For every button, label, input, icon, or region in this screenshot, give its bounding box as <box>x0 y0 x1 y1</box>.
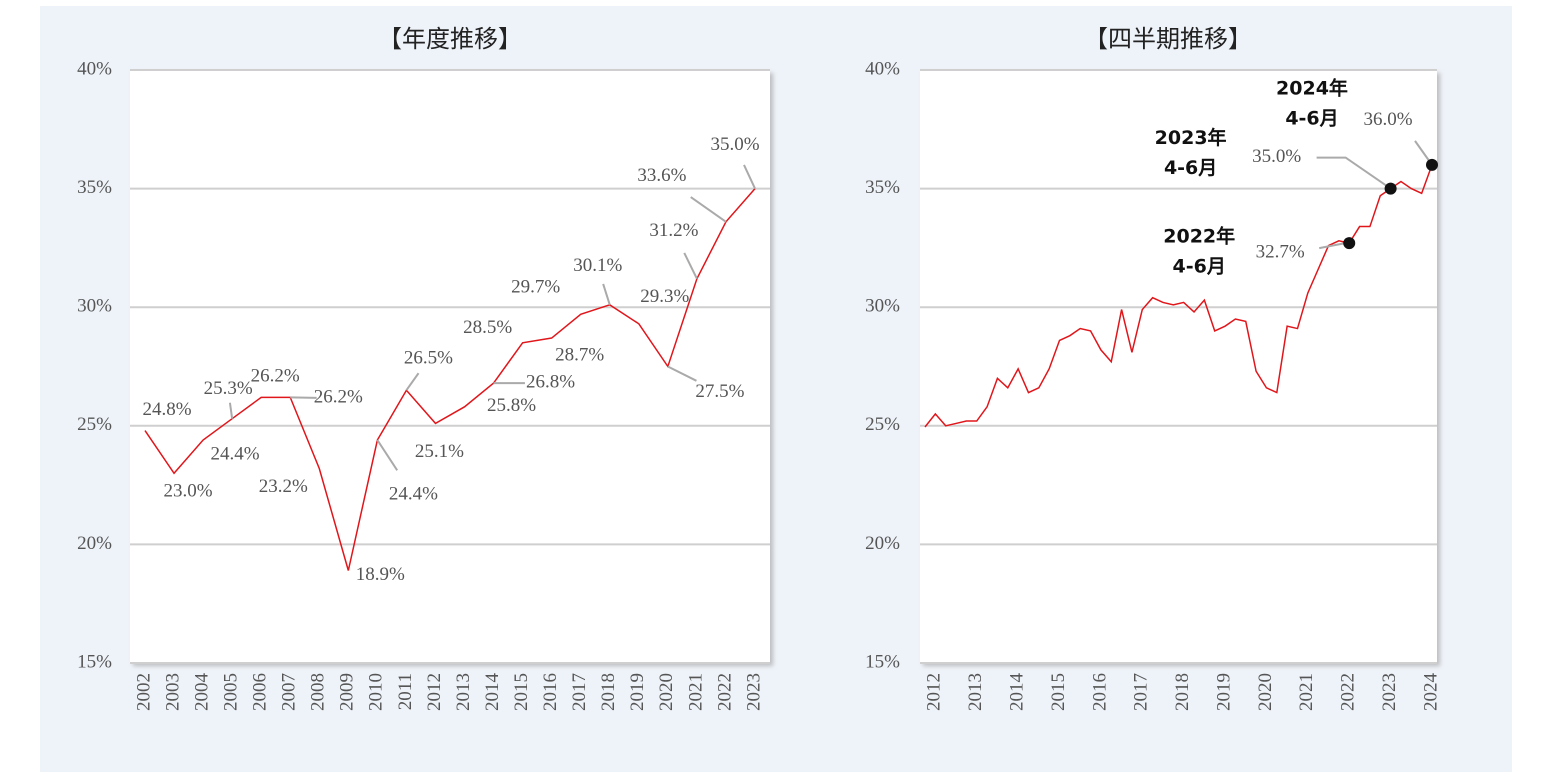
x-tick-label: 2018 <box>598 673 619 711</box>
x-tick-label: 2021 <box>1296 673 1317 711</box>
x-tick-label: 2014 <box>482 673 503 712</box>
x-tick-label: 2012 <box>424 673 445 711</box>
leader-line <box>290 396 317 399</box>
x-tick-label: 2024 <box>1420 673 1441 712</box>
data-label: 29.3% <box>640 286 689 307</box>
leader-line <box>376 439 399 471</box>
y-tick-label: 30% <box>77 296 112 317</box>
highlight-point <box>1384 182 1397 195</box>
x-tick-label: 2009 <box>337 673 358 711</box>
x-tick-label: 2013 <box>965 673 986 711</box>
x-tick-label: 2022 <box>1338 673 1359 711</box>
data-label: 30.1% <box>573 255 622 276</box>
annotation: 2024年 <box>1276 76 1348 99</box>
data-label: 32.7% <box>1256 242 1305 263</box>
x-tick-label: 2019 <box>627 673 648 711</box>
x-tick-label: 2017 <box>569 673 590 711</box>
x-tick-label: 2017 <box>1131 673 1152 711</box>
x-tick-label: 2014 <box>1006 673 1027 712</box>
y-tick-label: 25% <box>77 414 112 435</box>
data-line <box>144 188 756 571</box>
chart-title: 【四半期推移】 <box>1084 25 1252 53</box>
y-tick-label: 20% <box>865 533 900 554</box>
x-tick-label: 2020 <box>656 673 677 711</box>
x-tick-label: 2015 <box>1048 673 1069 711</box>
leader-line <box>228 402 234 419</box>
x-tick-label: 2013 <box>453 673 474 711</box>
x-tick-label: 2016 <box>1089 673 1110 711</box>
data-label: 26.8% <box>526 371 575 392</box>
data-label: 26.2% <box>251 366 300 387</box>
annotation: 4-6月 <box>1164 157 1217 179</box>
data-label: 35.0% <box>1252 146 1301 167</box>
data-label: 18.9% <box>356 564 405 585</box>
chart-title: 【年度推移】 <box>378 25 522 53</box>
x-tick-label: 2002 <box>133 673 154 711</box>
data-label: 27.5% <box>695 381 744 402</box>
leader-line <box>1319 242 1346 250</box>
y-tick-label: 30% <box>865 296 900 317</box>
data-label: 23.0% <box>164 481 213 502</box>
x-tick-label: 2003 <box>162 673 183 711</box>
x-tick-label: 2018 <box>1172 673 1193 711</box>
annotation: 2023年 <box>1155 126 1227 149</box>
x-tick-label: 2006 <box>250 673 271 711</box>
data-label: 24.4% <box>211 443 260 464</box>
leader-line <box>405 372 420 391</box>
leader-line <box>667 365 697 382</box>
x-tick-label: 2008 <box>308 673 329 711</box>
leader-line <box>1316 156 1392 190</box>
x-tick-label: 2004 <box>191 673 212 712</box>
data-label: 28.7% <box>555 344 604 365</box>
highlight-point <box>1343 237 1356 250</box>
y-tick-label: 25% <box>865 414 900 435</box>
highlight-point <box>1426 158 1438 171</box>
data-label: 35.0% <box>710 134 759 155</box>
x-tick-label: 2023 <box>743 673 764 711</box>
data-label: 23.2% <box>259 476 308 497</box>
x-tick-label: 2022 <box>714 673 735 711</box>
x-tick-label: 2020 <box>1255 673 1276 711</box>
data-label: 36.0% <box>1363 109 1412 130</box>
leader-line <box>690 196 727 223</box>
plot-area <box>130 70 770 663</box>
annotation: 4-6月 <box>1285 107 1338 129</box>
data-label: 31.2% <box>649 220 698 241</box>
x-tick-label: 2007 <box>279 673 300 711</box>
leader-line <box>683 252 698 280</box>
x-tick-label: 2016 <box>540 673 561 711</box>
data-label: 24.8% <box>142 399 191 420</box>
x-tick-label: 2011 <box>395 673 416 710</box>
data-label: 24.4% <box>389 483 438 504</box>
x-tick-label: 2015 <box>511 673 532 711</box>
y-tick-label: 35% <box>865 177 900 198</box>
x-tick-label: 2019 <box>1213 673 1234 711</box>
data-label: 26.2% <box>314 387 363 408</box>
x-tick-label: 2012 <box>924 673 945 711</box>
data-label: 26.5% <box>404 348 453 369</box>
leader-line <box>743 164 756 190</box>
y-tick-label: 15% <box>77 651 112 672</box>
x-tick-label: 2023 <box>1379 673 1400 711</box>
y-tick-label: 40% <box>865 58 900 79</box>
leader-line <box>602 283 611 306</box>
annotation: 4-6月 <box>1173 256 1226 278</box>
plot-area <box>920 70 1437 663</box>
data-label: 25.8% <box>487 395 536 416</box>
y-tick-label: 15% <box>865 651 900 672</box>
x-tick-label: 2010 <box>366 673 387 711</box>
data-label: 33.6% <box>637 165 686 186</box>
x-tick-label: 2005 <box>221 673 242 711</box>
annotation: 2022年 <box>1163 225 1235 248</box>
x-tick-label: 2021 <box>685 673 706 711</box>
data-label: 29.7% <box>511 277 560 298</box>
data-label: 25.1% <box>415 441 464 462</box>
y-tick-label: 35% <box>77 177 112 198</box>
y-tick-label: 20% <box>77 533 112 554</box>
data-label: 25.3% <box>204 378 253 399</box>
data-label: 28.5% <box>463 317 512 338</box>
y-tick-label: 40% <box>77 58 112 79</box>
